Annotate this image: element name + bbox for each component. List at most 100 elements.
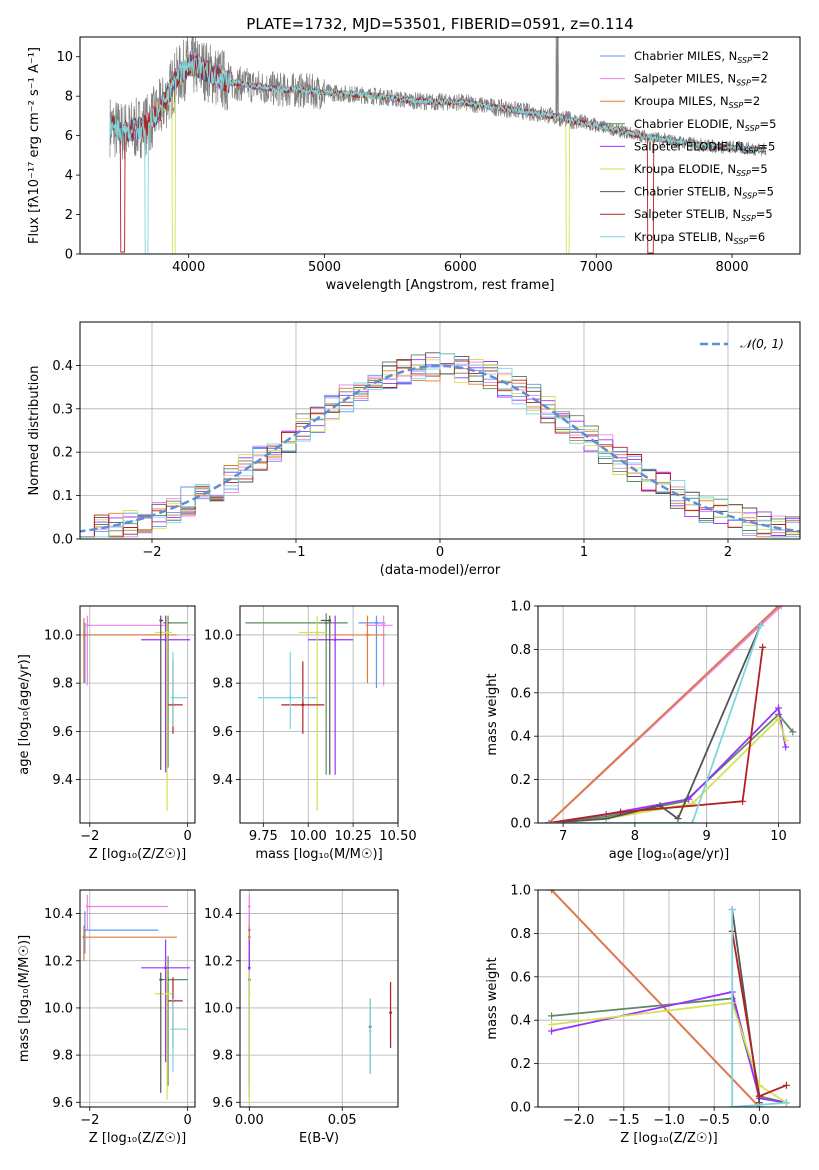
weight-marker xyxy=(617,808,625,816)
weight-line xyxy=(548,625,762,823)
data-point xyxy=(171,1027,175,1031)
weight-line xyxy=(548,606,780,823)
y-tick-label: 4 xyxy=(65,169,73,184)
x-tick-label: 0.00 xyxy=(235,1113,264,1128)
x-tick-label: −2.0 xyxy=(563,1113,595,1128)
plot-area-mass_vs_ebv xyxy=(247,894,392,1103)
y-tick-label: 10.2 xyxy=(44,954,73,969)
figure-title: PLATE=1732, MJD=53501, FIBERID=0591, z=0… xyxy=(246,15,633,33)
x-tick-label: 0 xyxy=(436,545,444,560)
data-point xyxy=(368,1030,372,1033)
data-point xyxy=(247,966,251,970)
x-tick-label: 7000 xyxy=(580,260,613,275)
model-spectrum-line xyxy=(109,54,767,254)
weight-marker xyxy=(688,819,696,823)
data-point xyxy=(159,978,163,982)
data-point xyxy=(85,623,89,627)
x-tick-label: 6000 xyxy=(444,260,477,275)
weight-line xyxy=(550,890,760,1107)
observed-spectrum-line xyxy=(109,37,767,160)
weight-marker xyxy=(782,1081,790,1089)
data-point xyxy=(159,619,163,622)
data-point xyxy=(165,992,169,996)
weight-marker xyxy=(759,643,767,651)
y-tick-label: 6 xyxy=(65,129,73,144)
y-tick-label: 0.2 xyxy=(52,446,73,461)
axes-frame xyxy=(79,36,801,255)
data-point xyxy=(85,905,89,908)
y-tick-label: 0.2 xyxy=(510,1057,531,1072)
y-tick-label: 9.6 xyxy=(52,1096,73,1111)
x-axis-label: (data-model)/error xyxy=(380,563,501,578)
legend-entry: Chabrier MILES, NSSP=2 xyxy=(634,49,769,65)
y-tick-label: 1.0 xyxy=(510,884,531,899)
y-tick-label: 0.4 xyxy=(510,730,531,745)
weight-line xyxy=(551,1001,787,1104)
x-tick-label: −1.0 xyxy=(653,1113,685,1128)
y-tick-label: 9.6 xyxy=(52,725,73,740)
data-point xyxy=(315,631,319,634)
x-axis-label: Z [log₁₀(Z/Z☉)] xyxy=(89,1131,186,1146)
x-tick-label: −2 xyxy=(80,1113,99,1128)
axes-weight_vs_Z: −2.0 −1.5 −1.0 −0.5 0.0 0.0 0.2 0.4 0.6 0.8 1.0 Z [… xyxy=(485,884,801,1146)
weight-marker xyxy=(782,743,790,751)
normal-curve-line xyxy=(80,364,800,533)
data-point xyxy=(288,696,292,700)
data-point xyxy=(171,696,175,700)
y-tick-label: 9.8 xyxy=(212,1049,233,1064)
x-tick-label: 0 xyxy=(184,1113,192,1128)
y-tick-label: 10.0 xyxy=(44,1001,73,1016)
axes-frame xyxy=(537,889,801,1108)
data-point xyxy=(165,631,169,634)
y-tick-label: 10.4 xyxy=(204,907,233,922)
y-tick-label: 10.0 xyxy=(204,1001,233,1016)
y-tick-label: 0.1 xyxy=(52,489,73,504)
y-tick-label: 0.4 xyxy=(510,1014,531,1029)
data-point xyxy=(301,703,305,707)
weight-marker xyxy=(674,815,682,823)
x-axis-label: age [log₁₀(age/yr)] xyxy=(609,847,730,862)
weight-line xyxy=(548,647,764,823)
data-point xyxy=(247,935,251,939)
legend-entry: 𝒩(0, 1) xyxy=(740,337,784,351)
weight-marker xyxy=(782,1099,790,1107)
x-tick-label: −0.5 xyxy=(698,1113,730,1128)
data-point xyxy=(82,633,86,637)
axes-age_vs_mass: 9.75 10.00 10.25 10.50 9.4 9.6 9.8 10.0 mass [lo… xyxy=(204,605,417,862)
x-tick-label: 0 xyxy=(184,829,192,844)
y-tick-label: 10.0 xyxy=(44,628,73,643)
weight-marker xyxy=(545,819,553,823)
y-tick-label: 9.6 xyxy=(212,1096,233,1111)
weight-marker xyxy=(774,606,782,610)
y-tick-label: 0 xyxy=(65,248,73,263)
y-tick-label: 10.2 xyxy=(204,954,233,969)
y-tick-label: 0.0 xyxy=(510,817,531,832)
plot-area-weight_vs_Z xyxy=(548,890,790,1107)
plot-area-mass_vs_Z xyxy=(82,894,191,1100)
y-tick-label: 9.8 xyxy=(52,677,73,692)
x-tick-label: 5000 xyxy=(308,260,341,275)
axes-spectrum: 4000 5000 6000 7000 8000 0 2 4 6 8 10 wavelength [A… xyxy=(27,36,801,293)
x-tick-label: 1 xyxy=(580,545,588,560)
x-axis-label: Z [log₁₀(Z/Z☉)] xyxy=(89,847,186,862)
y-tick-label: 1.0 xyxy=(510,600,531,615)
data-point xyxy=(366,633,369,637)
x-tick-label: −1.5 xyxy=(608,1113,640,1128)
x-tick-label: 8000 xyxy=(716,260,749,275)
x-axis-label: mass [log₁₀(M/M☉)] xyxy=(255,847,382,862)
x-tick-label: 0.05 xyxy=(328,1113,357,1128)
data-point xyxy=(164,966,168,970)
weight-marker xyxy=(774,704,782,712)
y-tick-label: 10.0 xyxy=(204,628,233,643)
data-point xyxy=(389,1011,392,1015)
x-tick-label: −2 xyxy=(142,545,161,560)
data-point xyxy=(375,621,378,625)
axes-frame xyxy=(79,321,801,540)
y-tick-label: 0.8 xyxy=(510,643,531,658)
y-tick-label: 0.6 xyxy=(510,686,531,701)
y-tick-label: 10 xyxy=(56,50,73,65)
x-tick-label: 9.75 xyxy=(249,829,278,844)
data-point xyxy=(382,623,386,627)
plot-area-weight_vs_age xyxy=(545,606,797,823)
x-tick-label: 10.50 xyxy=(379,829,416,844)
